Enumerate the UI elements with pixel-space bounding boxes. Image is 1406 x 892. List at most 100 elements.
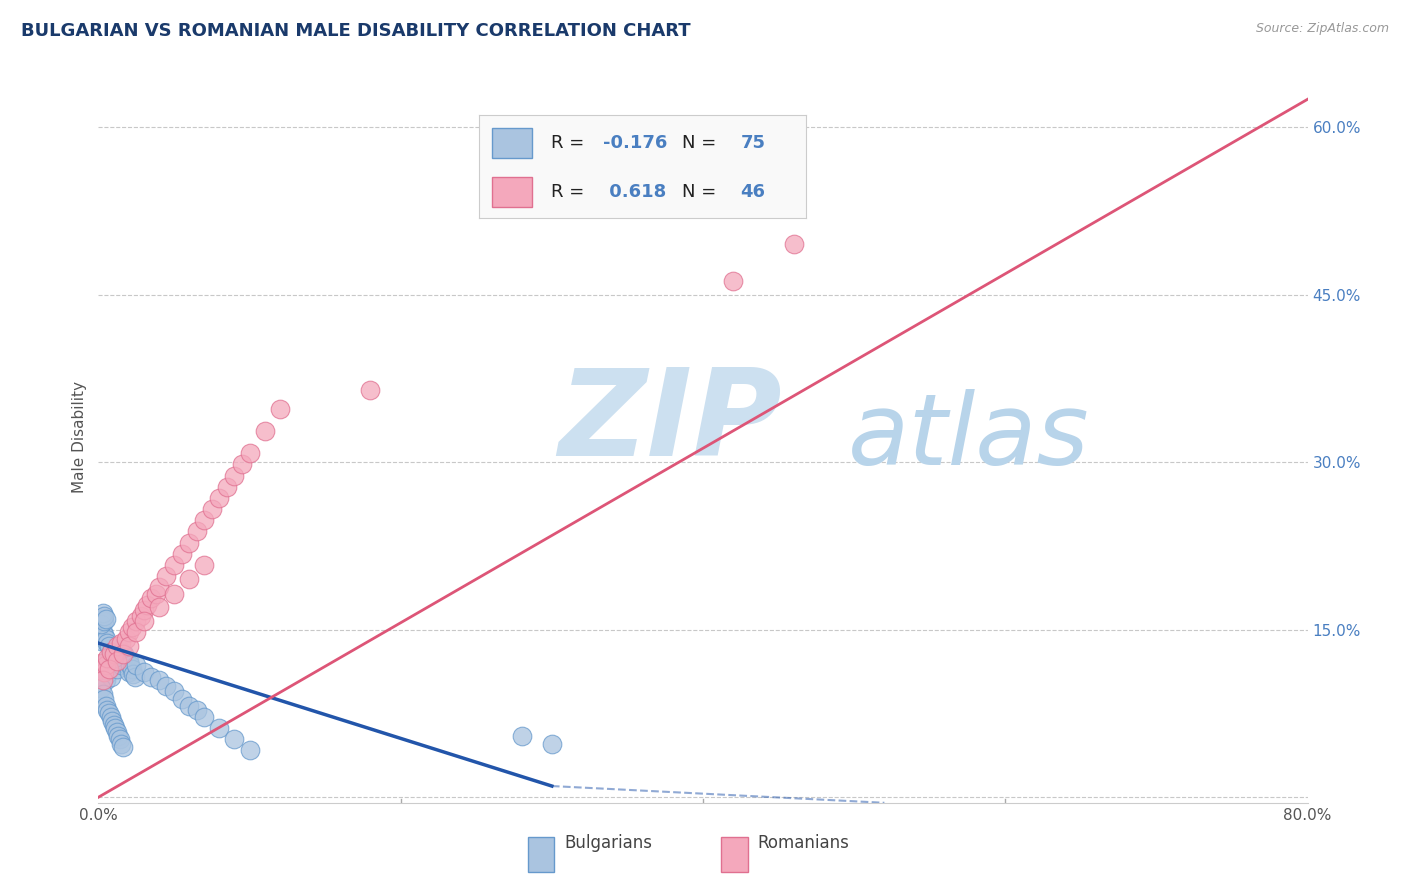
Point — [510, 729, 533, 743]
Point — [111, 739, 134, 754]
Point — [101, 714, 124, 729]
Point — [100, 650, 122, 665]
Point — [104, 721, 127, 735]
Point — [101, 658, 124, 673]
Point — [96, 667, 118, 681]
Point — [540, 737, 562, 751]
Point — [231, 458, 253, 472]
Point — [163, 587, 186, 601]
Point — [186, 703, 208, 717]
Point — [93, 628, 115, 642]
Point — [129, 609, 152, 624]
Point — [132, 665, 155, 680]
Point — [100, 670, 122, 684]
Point — [145, 587, 167, 601]
Point — [94, 698, 117, 713]
Point — [94, 658, 117, 673]
Point — [163, 558, 186, 572]
Point — [193, 558, 215, 572]
Point — [360, 383, 382, 397]
Point — [91, 670, 114, 684]
Point — [114, 650, 136, 665]
Point — [179, 573, 201, 587]
FancyBboxPatch shape — [527, 838, 554, 872]
Point — [125, 624, 148, 639]
Point — [115, 658, 138, 673]
Point — [103, 654, 125, 668]
Point — [93, 665, 115, 680]
Point — [105, 645, 128, 659]
Point — [208, 721, 231, 735]
Point — [96, 703, 118, 717]
Point — [269, 401, 291, 416]
Text: BULGARIAN VS ROMANIAN MALE DISABILITY CORRELATION CHART: BULGARIAN VS ROMANIAN MALE DISABILITY CO… — [21, 22, 690, 40]
Point — [179, 535, 201, 549]
Point — [107, 729, 129, 743]
Point — [108, 732, 131, 747]
Point — [122, 667, 145, 681]
Point — [93, 614, 115, 628]
Point — [110, 737, 132, 751]
Point — [96, 654, 118, 668]
Point — [125, 658, 148, 673]
Point — [108, 642, 131, 657]
Point — [98, 662, 121, 676]
Point — [101, 647, 124, 661]
Point — [94, 673, 117, 687]
Point — [112, 647, 135, 661]
Point — [193, 710, 215, 724]
Point — [90, 681, 112, 695]
Point — [105, 654, 128, 668]
Point — [132, 602, 155, 616]
Point — [105, 662, 128, 676]
Point — [155, 569, 177, 583]
Point — [107, 650, 129, 665]
Point — [103, 717, 125, 731]
Point — [141, 591, 163, 606]
Point — [121, 662, 143, 676]
Point — [224, 732, 246, 747]
Point — [120, 658, 142, 673]
Point — [148, 600, 170, 615]
Point — [100, 645, 122, 659]
Text: ZIP: ZIP — [558, 364, 782, 481]
Y-axis label: Male Disability: Male Disability — [72, 381, 87, 493]
Point — [90, 662, 112, 676]
Point — [111, 654, 134, 668]
Point — [90, 633, 112, 648]
Point — [179, 698, 201, 713]
Point — [91, 657, 114, 671]
Point — [118, 665, 141, 680]
Point — [141, 670, 163, 684]
Point — [90, 657, 112, 671]
Point — [100, 645, 122, 659]
Point — [105, 640, 128, 654]
Text: Bulgarians: Bulgarians — [564, 834, 652, 852]
Point — [170, 692, 193, 706]
Point — [93, 665, 115, 680]
Point — [110, 658, 132, 673]
Point — [110, 647, 132, 661]
Point — [186, 524, 208, 539]
Point — [121, 620, 143, 634]
Point — [104, 647, 127, 661]
Point — [201, 502, 224, 516]
Point — [163, 684, 186, 698]
Point — [193, 513, 215, 527]
Point — [124, 670, 146, 684]
Point — [208, 491, 231, 505]
Point — [96, 650, 118, 665]
Point — [98, 640, 121, 654]
Point — [170, 547, 193, 561]
Point — [90, 617, 112, 632]
Point — [91, 611, 114, 625]
Point — [93, 609, 115, 624]
Point — [103, 647, 125, 661]
Point — [110, 636, 132, 650]
Text: atlas: atlas — [848, 389, 1090, 485]
Point — [105, 725, 128, 739]
Point — [783, 237, 806, 252]
Point — [91, 688, 114, 702]
Point — [91, 624, 114, 639]
Point — [125, 614, 148, 628]
